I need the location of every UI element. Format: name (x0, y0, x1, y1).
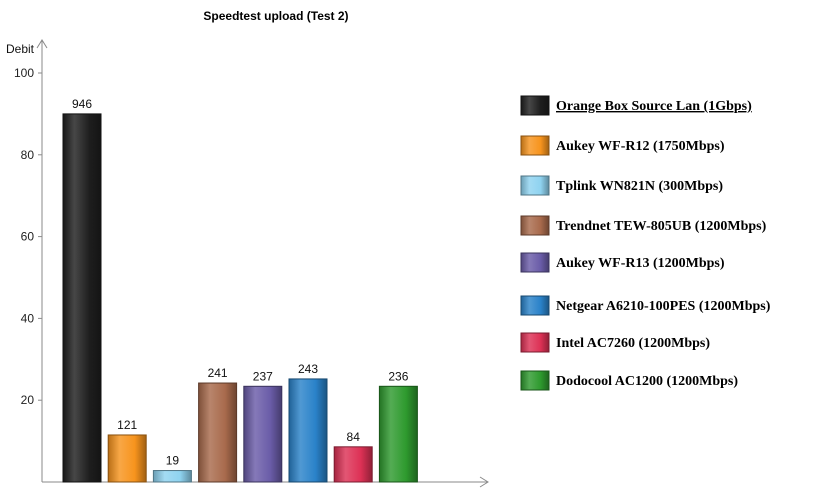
bar-6 (288, 378, 328, 483)
bar-labels: 946 121 19 241 237 243 84 236 (72, 97, 409, 468)
legend-label[interactable]: Dodocool AC1200 (1200Mbps) (556, 374, 738, 389)
bars (62, 113, 418, 483)
legend-swatch (520, 332, 550, 353)
bar-data-label: 237 (253, 369, 273, 383)
y-tick-label: 20 (21, 393, 35, 407)
bar-1 (62, 113, 102, 483)
legend-swatch (520, 95, 550, 116)
bar-3 (152, 470, 192, 483)
bar-5 (243, 385, 283, 483)
legend-label[interactable]: Netgear A6210-100PES (1200Mbps) (556, 299, 771, 314)
legend-label[interactable]: Tplink WN821N (300Mbps) (556, 179, 723, 194)
bar-data-label: 243 (298, 362, 318, 376)
bar-data-label: 121 (117, 418, 137, 432)
bar-8 (378, 385, 418, 483)
legend-swatch (520, 215, 550, 236)
bar-2 (107, 434, 147, 483)
bar-4 (198, 382, 238, 483)
x-axis-arrow (479, 476, 489, 488)
y-tick-label: 80 (21, 148, 35, 162)
bar-7 (333, 446, 373, 483)
legend-label[interactable]: Trendnet TEW-805UB (1200Mbps) (556, 219, 767, 234)
bar-data-label: 84 (347, 430, 361, 444)
y-tick-label: 60 (21, 230, 35, 244)
y-tick-label: 40 (21, 311, 35, 325)
legend-label[interactable]: Intel AC7260 (1200Mbps) (556, 336, 710, 351)
legend-label[interactable]: Orange Box Source Lan (1Gbps) (556, 99, 752, 114)
bar-data-label: 241 (208, 366, 228, 380)
legend-swatch (520, 175, 550, 196)
y-tick-label: 100 (14, 66, 34, 80)
legend-swatch (520, 295, 550, 316)
bar-data-label: 946 (72, 97, 92, 111)
legend-swatch (520, 370, 550, 391)
y-axis-arrow (36, 39, 48, 49)
legend-label[interactable]: Aukey WF-R12 (1750Mbps) (556, 139, 725, 154)
legend-label[interactable]: Aukey WF-R13 (1200Mbps) (556, 256, 725, 271)
bar-data-label: 236 (388, 369, 408, 383)
y-axis-ticks: 20 40 60 80 100 (14, 66, 42, 407)
legend-swatch (520, 252, 550, 273)
legend: Orange Box Source Lan (1Gbps) Aukey WF-R1… (520, 95, 771, 391)
bar-data-label: 19 (166, 454, 180, 468)
legend-swatch (520, 135, 550, 156)
chart-title: Speedtest upload (Test 2) (203, 9, 348, 23)
y-axis-label: Debit (6, 42, 35, 56)
